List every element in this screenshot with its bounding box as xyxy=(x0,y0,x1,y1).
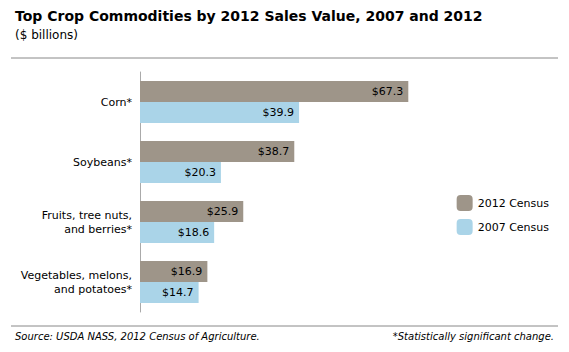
svg-text:Top Crop Commodities by 2012 S: Top Crop Commodities by 2012 Sales Value… xyxy=(15,8,483,24)
svg-text:$38.7: $38.7 xyxy=(258,145,290,158)
svg-text:Source: USDA NASS, 2012 Census: Source: USDA NASS, 2012 Census of Agricu… xyxy=(15,331,260,342)
svg-text:and potatoes*: and potatoes* xyxy=(54,283,132,296)
svg-text:$67.3: $67.3 xyxy=(372,85,404,98)
svg-text:$39.9: $39.9 xyxy=(263,106,295,119)
svg-text:Corn*: Corn* xyxy=(101,96,133,109)
svg-text:$18.6: $18.6 xyxy=(178,226,210,239)
svg-text:$25.9: $25.9 xyxy=(207,205,239,218)
svg-text:Soybeans*: Soybeans* xyxy=(73,156,132,169)
svg-text:*Statistically significant cha: *Statistically significant change. xyxy=(393,331,554,342)
svg-text:Vegetables, melons,: Vegetables, melons, xyxy=(21,269,132,282)
svg-text:2012 Census: 2012 Census xyxy=(478,197,550,210)
svg-text:and berries*: and berries* xyxy=(64,223,132,236)
svg-text:$16.9: $16.9 xyxy=(171,265,203,278)
svg-text:($ billions): ($ billions) xyxy=(15,28,78,42)
svg-text:2007 Census: 2007 Census xyxy=(478,221,550,234)
svg-text:$20.3: $20.3 xyxy=(184,166,216,179)
svg-text:Fruits, tree nuts,: Fruits, tree nuts, xyxy=(42,209,132,222)
svg-text:$14.7: $14.7 xyxy=(162,286,194,299)
